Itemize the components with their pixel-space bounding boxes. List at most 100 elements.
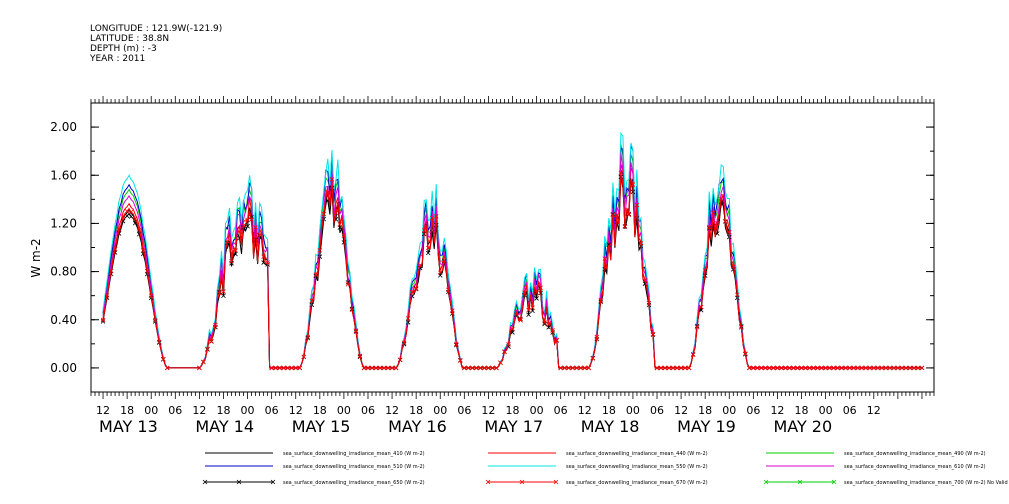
series-marker xyxy=(915,365,921,371)
x-tick-label: 18 xyxy=(313,404,327,417)
series-marker xyxy=(357,353,363,359)
y-tick-label: 0.00 xyxy=(50,361,77,375)
legend-marker xyxy=(202,479,208,485)
series-marker xyxy=(470,365,475,371)
x-tick-label: 06 xyxy=(168,404,182,417)
series-marker xyxy=(626,212,632,218)
y-tick-label: 1.60 xyxy=(50,168,77,182)
series-marker xyxy=(674,365,680,371)
series-marker xyxy=(811,365,816,371)
series-marker xyxy=(642,278,648,283)
series-marker xyxy=(538,285,543,291)
series-marker xyxy=(164,365,170,371)
series-marker xyxy=(578,365,584,371)
x-tick-label: 18 xyxy=(216,404,230,417)
series-marker xyxy=(658,365,664,371)
legend-label: sea_surface_downwelling_irradiance_mean_… xyxy=(283,451,425,457)
x-tick-label: 06 xyxy=(746,404,760,417)
series-marker xyxy=(682,365,688,371)
series-marker xyxy=(550,328,555,333)
series-marker xyxy=(891,365,897,371)
series-marker xyxy=(124,208,130,214)
series-marker xyxy=(221,293,226,299)
series-marker xyxy=(450,308,455,313)
series-marker xyxy=(373,365,379,371)
series-marker xyxy=(851,365,856,371)
series-marker xyxy=(847,365,852,371)
series-marker xyxy=(285,365,290,371)
series-marker xyxy=(401,340,407,346)
series-marker xyxy=(409,290,415,295)
series-marker xyxy=(128,209,134,215)
series-marker xyxy=(152,317,158,323)
series-marker xyxy=(534,290,539,295)
series-marker xyxy=(510,330,515,335)
series-marker xyxy=(221,289,226,294)
series-marker xyxy=(775,365,780,371)
x-tick-label: 12 xyxy=(867,404,881,417)
series-marker xyxy=(534,296,539,301)
series-marker xyxy=(722,219,728,224)
series-marker xyxy=(879,365,885,371)
series-marker xyxy=(863,365,869,371)
series-marker xyxy=(739,325,744,330)
x-tick-label: 06 xyxy=(554,404,568,417)
series-marker xyxy=(518,318,523,323)
series-marker xyxy=(301,354,307,360)
series-marker xyxy=(249,217,254,222)
series-marker xyxy=(919,365,925,371)
y-tick-label: 0.80 xyxy=(50,265,77,279)
series-marker xyxy=(795,365,800,371)
series-marker xyxy=(570,365,575,371)
legend: sea_surface_downwelling_irradiance_mean_… xyxy=(202,451,1009,486)
x-tick-label: 06 xyxy=(650,404,664,417)
series-marker xyxy=(385,365,391,371)
series-marker xyxy=(827,365,832,371)
series-marker xyxy=(425,250,431,256)
series-marker xyxy=(329,177,335,182)
series-marker xyxy=(309,298,315,304)
x-tick-label: 18 xyxy=(120,404,134,417)
legend-entry-5: sea_surface_downwelling_irradiance_mean_… xyxy=(488,464,708,470)
series-marker xyxy=(429,215,435,221)
series-marker xyxy=(590,356,596,361)
series-marker xyxy=(148,293,154,298)
series-marker xyxy=(763,365,768,371)
series-marker xyxy=(413,286,419,292)
legend-marker xyxy=(519,479,525,485)
series-marker xyxy=(654,365,660,371)
series-marker xyxy=(369,365,375,371)
x-tick-label: 00 xyxy=(626,404,640,417)
x-tick-label: 00 xyxy=(144,404,158,417)
series-marker xyxy=(441,257,447,263)
series-marker xyxy=(458,358,463,363)
x-day-label: MAY 14 xyxy=(195,417,254,436)
legend-entry-3: sea_surface_downwelling_irradiance_mean_… xyxy=(766,451,986,457)
series-marker xyxy=(787,365,792,371)
series-marker xyxy=(751,365,756,371)
series-marker xyxy=(526,312,531,318)
series-marker xyxy=(389,365,395,371)
series-marker xyxy=(201,359,206,365)
series-marker xyxy=(104,293,110,298)
series-marker xyxy=(650,331,656,337)
series-line xyxy=(102,169,922,369)
series-marker xyxy=(293,365,299,371)
series-marker xyxy=(606,242,612,247)
y-axis-label: W m-2 xyxy=(29,238,43,277)
series-marker xyxy=(325,190,331,195)
series-marker xyxy=(486,365,491,371)
series-marker xyxy=(895,365,901,371)
series-marker xyxy=(694,324,700,330)
series-marker xyxy=(229,258,234,264)
series-marker xyxy=(261,254,266,259)
plot-frame xyxy=(90,96,935,399)
series-marker xyxy=(197,365,202,371)
series-marker xyxy=(393,365,399,371)
series-marker xyxy=(867,365,873,371)
series-marker xyxy=(670,365,676,371)
header-depth: DEPTH (m) : -3 xyxy=(90,44,157,54)
series-marker xyxy=(799,365,804,371)
x-tick-label: 18 xyxy=(698,404,712,417)
series-marker xyxy=(903,365,909,371)
